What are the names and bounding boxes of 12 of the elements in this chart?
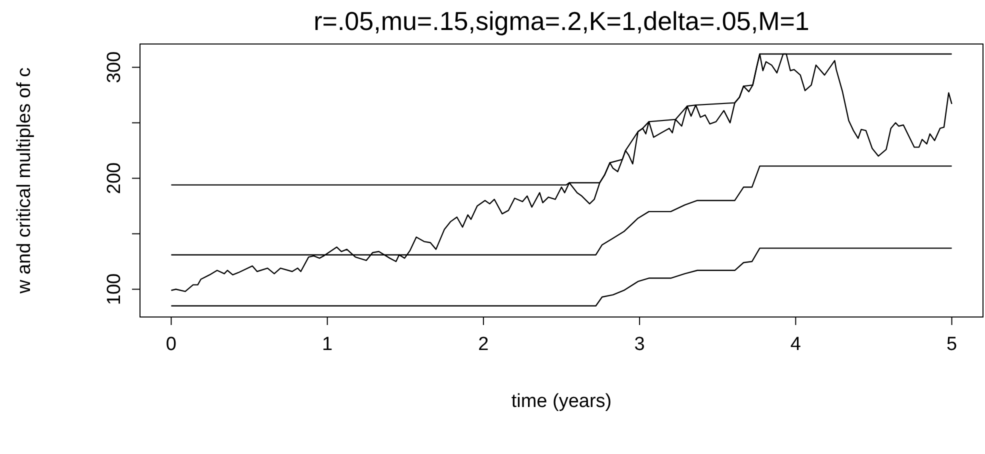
x-tick-label: 1	[322, 334, 333, 355]
x-axis-title: time (years)	[511, 391, 612, 412]
x-tick-label: 4	[790, 334, 802, 355]
x-tick-label: 5	[946, 334, 958, 355]
x-tick-label: 3	[634, 334, 645, 355]
y-tick-label: 200	[104, 162, 125, 194]
x-tick-label: 0	[166, 334, 177, 355]
y-axis-title: w and critical multiples of c	[14, 68, 35, 294]
chart-title: r=.05,mu=.15,sigma=.2,K=1,delta=.05,M=1	[314, 6, 810, 36]
y-tick-label: 100	[104, 273, 125, 306]
y-tick-label: 300	[104, 51, 125, 84]
x-tick-label: 2	[478, 334, 489, 355]
